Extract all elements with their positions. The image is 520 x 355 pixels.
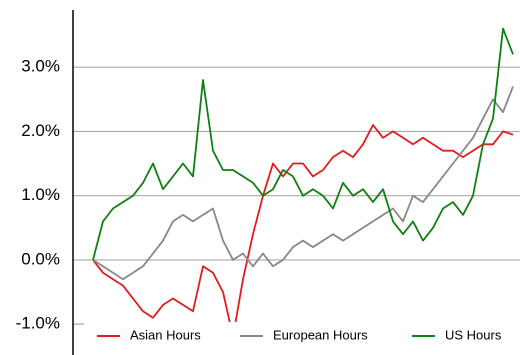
line-series xyxy=(92,124,514,338)
y-tick-label: 3.0% xyxy=(21,57,60,76)
y-tick-label: 0.0% xyxy=(21,249,60,268)
line-series xyxy=(92,86,514,281)
line-series xyxy=(92,27,514,261)
legend-label: Asian Hours xyxy=(130,327,201,342)
y-tick-label: -1.0% xyxy=(16,314,60,333)
y-tick-label: 2.0% xyxy=(21,121,60,140)
y-tick-label: 1.0% xyxy=(21,185,60,204)
legend-label: US Hours xyxy=(445,327,502,342)
legend-box xyxy=(84,322,520,352)
legend-label: European Hours xyxy=(273,327,368,342)
